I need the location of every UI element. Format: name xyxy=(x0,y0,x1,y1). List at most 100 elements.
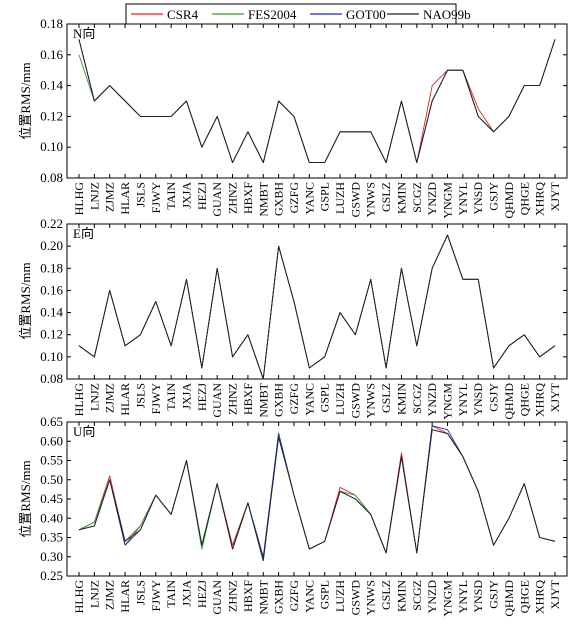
y-tick-label: 0.65 xyxy=(40,414,63,429)
x-tick-label: QHGE xyxy=(517,182,531,215)
x-tick-label: JXJA xyxy=(179,580,193,607)
x-tick-label: GSJY xyxy=(487,383,501,412)
x-tick-label: XHRQ xyxy=(533,580,547,614)
x-tick-label: YNYL xyxy=(456,182,470,215)
panel-east: E向 位置RMS/mm 0.08 0.10 0.12 0.14 0.16 0.18 0.20… xyxy=(18,216,568,420)
x-tick-label: JSLS xyxy=(133,580,147,605)
y-axis-label: 位置RMS/mm xyxy=(18,62,33,139)
x-tick-label: GXBH xyxy=(272,383,286,417)
x-tick-label: YNWS xyxy=(364,182,378,217)
series-line-nao99b xyxy=(78,429,556,562)
x-tick-label: YANC xyxy=(302,383,316,416)
y-axis-label: 位置RMS/mm xyxy=(18,262,33,339)
x-tick-label: YNZD xyxy=(425,383,439,417)
plot-frame xyxy=(66,421,568,577)
y-tick-label: 0.08 xyxy=(40,371,63,386)
x-tick-label: ZHNZ xyxy=(226,182,240,214)
x-tick-label: TAIN xyxy=(164,580,178,608)
x-tick-label: LUZH xyxy=(333,383,347,415)
x-tick-label: YNSD xyxy=(471,182,485,215)
x-tick-label: HBXF xyxy=(241,580,255,612)
y-tick-label: 0.30 xyxy=(40,549,63,564)
y-tick-label: 0.08 xyxy=(40,170,63,185)
x-tick-label: GSPL xyxy=(318,580,332,609)
legend-label-nao99b: NAO99b xyxy=(423,7,471,22)
x-tick-label: YNZD xyxy=(425,580,439,614)
legend-label-csr4: CSR4 xyxy=(167,7,199,22)
x-tick-label: YANC xyxy=(302,182,316,215)
y-tick-label: 0.22 xyxy=(40,216,63,231)
x-tick-label: GZFG xyxy=(287,383,301,415)
x-tick-label: SCGZ xyxy=(410,383,424,414)
series-line-fes2004 xyxy=(78,429,556,562)
x-tick-label: HLHG xyxy=(72,182,86,216)
x-tick-label: TAIN xyxy=(164,383,178,411)
x-tick-label: HLAR xyxy=(118,383,132,416)
x-tick-label: YNGM xyxy=(441,383,455,420)
x-tick-label: GSJY xyxy=(487,580,501,609)
panel-label: E向 xyxy=(73,226,94,241)
x-tick-label: TAIN xyxy=(164,182,178,210)
x-tick-label: JSLS xyxy=(133,182,147,207)
series-line-got00 xyxy=(78,425,556,558)
y-tick-label: 0.10 xyxy=(40,349,63,364)
x-tick-label: HBXF xyxy=(241,383,255,415)
y-axis-ticks: 0.08 0.10 0.12 0.14 0.16 0.18 0.20 0.22 xyxy=(40,216,567,386)
series-line-got00 xyxy=(78,39,556,164)
x-tick-label: LNJZ xyxy=(87,182,101,210)
y-tick-label: 0.10 xyxy=(40,139,63,154)
y-tick-label: 0.18 xyxy=(40,260,63,275)
x-tick-label: HEZJ xyxy=(195,383,209,411)
x-tick-label: HLAR xyxy=(118,182,132,215)
y-tick-label: 0.18 xyxy=(40,16,63,31)
x-tick-label: GUAN xyxy=(210,580,224,615)
x-tick-label: GSWD xyxy=(348,580,362,616)
x-tick-label: YANC xyxy=(302,580,316,613)
x-tick-label: NMBT xyxy=(256,382,270,417)
x-tick-label: GUAN xyxy=(210,182,224,217)
series-lines xyxy=(78,234,556,380)
x-tick-label: GSLZ xyxy=(379,182,393,212)
x-tick-label: XJYT xyxy=(548,579,562,609)
panel-north: N向 位置RMS/mm 0.08 0.10 0.12 0.14 0.16 0.18 HLH… xyxy=(18,16,568,219)
x-tick-label: LNJZ xyxy=(87,383,101,411)
x-tick-label: ZHNZ xyxy=(226,383,240,415)
panel-up: U向 位置RMS/mm 0.25 0.30 0.35 0.40 0.45 0.50 0.55… xyxy=(18,414,568,617)
x-tick-label: LUZH xyxy=(333,580,347,612)
x-tick-label: FJWY xyxy=(149,383,163,415)
series-line-csr4 xyxy=(78,39,556,164)
y-tick-label: 0.60 xyxy=(40,433,63,448)
x-tick-label: KMIN xyxy=(394,580,408,612)
x-tick-label: YNYL xyxy=(456,383,470,416)
x-tick-label: GSPL xyxy=(318,383,332,412)
x-tick-label: JSLS xyxy=(133,383,147,408)
x-tick-label: HLHG xyxy=(72,383,86,417)
y-tick-label: 0.12 xyxy=(40,108,63,123)
x-tick-label: QHMD xyxy=(502,580,516,617)
x-tick-label: ZJMZ xyxy=(103,182,117,212)
y-tick-label: 0.35 xyxy=(40,530,63,545)
legend-entry-got00: GOT00 xyxy=(310,7,386,22)
x-axis-ticks: HLHG LNJZ ZJMZ HLAR JSLS FJWY TAIN JXJA HEZJ GUAN… xyxy=(72,224,562,420)
series-line-nao99b xyxy=(78,39,556,164)
x-tick-label: GSWD xyxy=(348,182,362,218)
series-lines xyxy=(78,425,556,562)
x-tick-label: YNSD xyxy=(471,383,485,416)
x-tick-label: YNWS xyxy=(364,383,378,418)
x-tick-label: GSPL xyxy=(318,182,332,211)
plot-frame xyxy=(66,223,568,380)
series-line-nao99b xyxy=(78,234,556,380)
x-tick-label: QHGE xyxy=(517,580,531,613)
x-tick-label: XJYT xyxy=(548,382,562,412)
y-tick-label: 0.45 xyxy=(40,491,63,506)
x-tick-label: FJWY xyxy=(149,580,163,612)
x-tick-label: GZFG xyxy=(287,182,301,214)
x-tick-label: YNGM xyxy=(441,580,455,617)
x-tick-label: YNZD xyxy=(425,182,439,216)
x-tick-label: GSLZ xyxy=(379,580,393,610)
series-line-fes2004 xyxy=(78,234,556,380)
series-line-csr4 xyxy=(78,425,556,562)
x-tick-label: HLAR xyxy=(118,580,132,613)
legend-entry-nao99b: NAO99b xyxy=(387,7,471,22)
